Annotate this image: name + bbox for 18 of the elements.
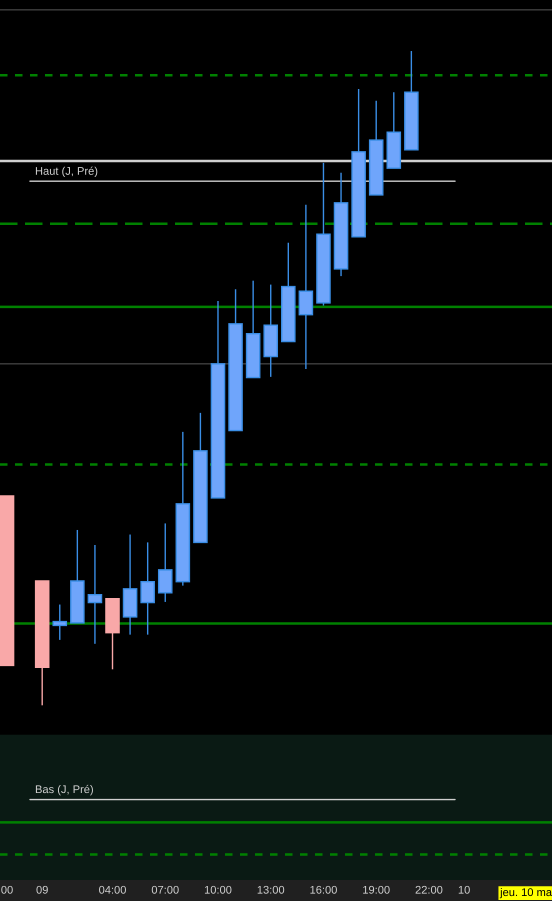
x-tick-label: 10:00 bbox=[204, 886, 232, 894]
x-tick-label: 10 bbox=[458, 886, 470, 894]
text: jeu. 10 ma bbox=[500, 888, 552, 898]
candlestick bbox=[298, 204, 314, 370]
x-tick-label: 04:00 bbox=[99, 886, 126, 894]
ref-line-label: Bas (J, Pré) bbox=[36, 784, 93, 796]
x-tick-label: 09 bbox=[36, 886, 48, 894]
ref-line-label: Haut (J, Pré) bbox=[36, 166, 98, 178]
candlestick bbox=[158, 522, 173, 603]
candlestick bbox=[88, 544, 102, 644]
x-tick-label: 13:00 bbox=[258, 886, 284, 894]
x-tick-label: 19:00 bbox=[363, 886, 390, 894]
x-tick-label: 22:00 bbox=[416, 886, 442, 894]
x-tick-label: 16:00 bbox=[310, 886, 337, 894]
x-tick-label: 07:00 bbox=[152, 886, 179, 894]
candlestick bbox=[52, 604, 68, 641]
candlestick bbox=[140, 542, 155, 636]
x-tick-label: 00 bbox=[1, 886, 13, 894]
